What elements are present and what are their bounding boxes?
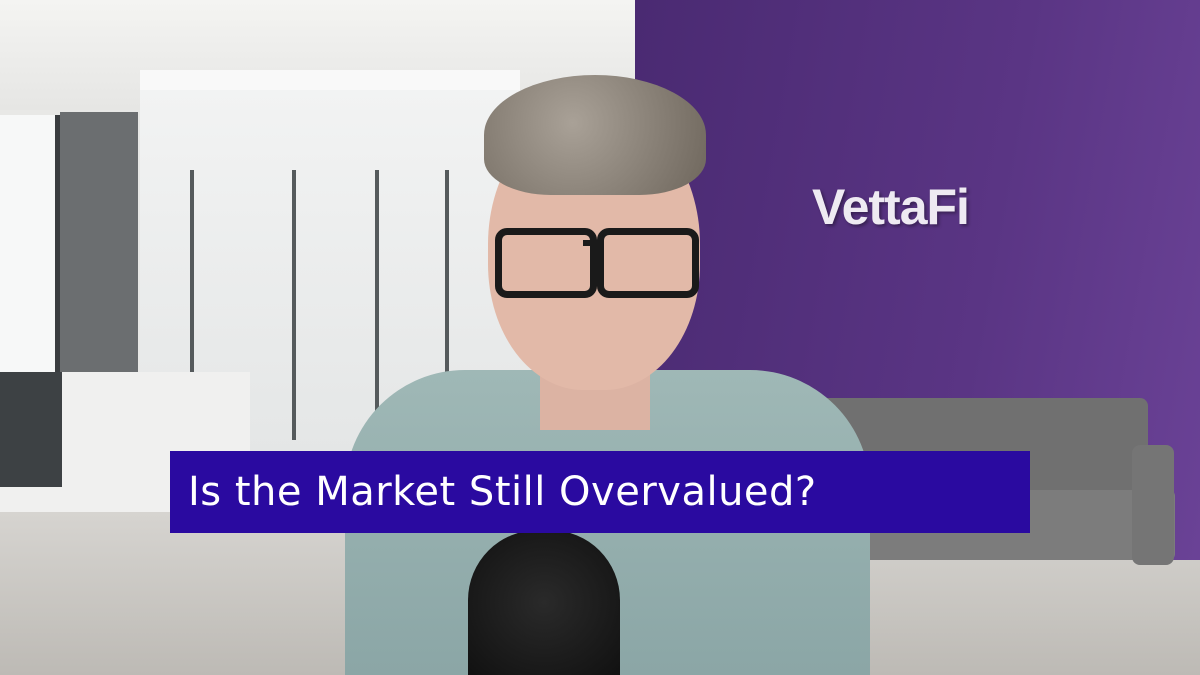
pillar <box>60 112 138 372</box>
title-banner: Is the Market Still Overvalued? <box>170 451 1030 533</box>
window <box>0 115 61 375</box>
glass-mullion <box>375 170 379 440</box>
vettafi-logo: VettaFi <box>812 179 970 235</box>
glass-mullion <box>292 170 296 440</box>
reception-panel <box>0 372 62 487</box>
sofa-arm <box>1132 445 1174 565</box>
glasses-lens-left <box>495 228 597 298</box>
glass-mullion <box>190 170 194 440</box>
microphone <box>468 530 620 675</box>
banner-title: Is the Market Still Overvalued? <box>188 469 817 515</box>
glass-mullion <box>445 170 449 440</box>
person-hair <box>484 75 706 195</box>
glasses-lens-right <box>597 228 699 298</box>
glasses-bridge <box>583 240 601 246</box>
